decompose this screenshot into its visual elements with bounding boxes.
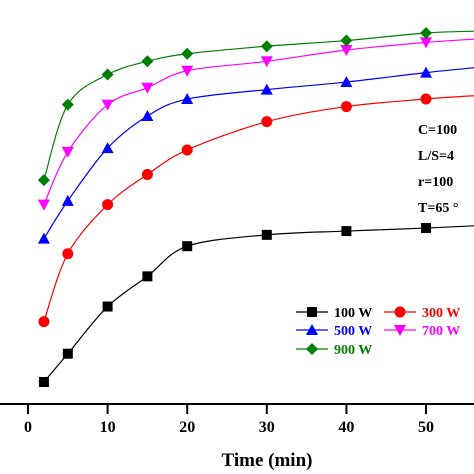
legend-label: 900 W <box>334 343 372 358</box>
data-point <box>181 47 194 60</box>
legend-marker <box>394 325 406 336</box>
data-point <box>61 98 74 111</box>
annotation-line: L/S=4 <box>418 149 454 164</box>
data-point <box>102 301 113 312</box>
data-point <box>181 93 194 105</box>
data-point <box>260 56 273 68</box>
series-line <box>43 38 474 205</box>
data-point <box>61 146 74 158</box>
data-point <box>38 377 49 387</box>
data-point <box>340 76 353 88</box>
data-point <box>340 44 353 56</box>
data-point <box>182 241 193 252</box>
data-point <box>420 93 432 105</box>
data-point <box>101 68 114 81</box>
data-point <box>141 55 154 68</box>
legend-sample <box>384 306 416 318</box>
x-axis-ticks: 0 10 20 30 40 50 <box>24 404 434 436</box>
x-tick-label: 50 <box>418 419 434 436</box>
data-point <box>420 37 432 49</box>
legend-sample <box>296 343 328 355</box>
data-point <box>38 316 50 328</box>
legend-label: 300 W <box>422 306 460 321</box>
data-point <box>181 65 194 77</box>
annotation-box: C=100 L/S=4 r=100 T=65 ° <box>418 123 458 216</box>
x-tick-label: 40 <box>338 419 354 436</box>
legend-sample <box>384 325 416 336</box>
annotation-line: C=100 <box>418 123 457 138</box>
legend-label: 500 W <box>334 324 372 339</box>
legend-sample <box>296 307 328 317</box>
data-point <box>420 66 432 78</box>
legend-marker <box>394 306 406 318</box>
legend-marker <box>307 307 317 317</box>
data-point <box>340 34 353 47</box>
data-point <box>102 199 114 211</box>
data-point <box>261 229 272 240</box>
legend-marker <box>306 324 318 335</box>
annotation-line: T=65 ° <box>418 201 458 216</box>
data-point <box>141 82 154 94</box>
data-point <box>37 199 50 211</box>
data-point <box>37 232 50 244</box>
data-point <box>101 142 114 154</box>
data-point <box>340 101 352 113</box>
data-point <box>261 116 273 128</box>
data-point <box>141 168 153 180</box>
data-point <box>61 194 74 206</box>
data-point <box>142 271 153 282</box>
x-tick-label: 30 <box>259 419 275 436</box>
x-tick-label: 10 <box>100 419 116 436</box>
data-point <box>62 348 73 359</box>
annotation-line: r=100 <box>418 175 453 190</box>
data-point <box>141 110 154 122</box>
x-tick-label: 0 <box>24 419 32 436</box>
legend-sample <box>296 324 328 335</box>
plot-area: 0 10 20 30 40 50 <box>0 27 474 436</box>
legend-label: 100 W <box>334 306 372 321</box>
data-point <box>37 174 50 187</box>
legend-marker <box>306 343 318 355</box>
legend-label: 700 W <box>422 324 460 339</box>
data-point <box>181 144 193 156</box>
data-point <box>260 83 273 95</box>
x-tick-label: 20 <box>179 419 195 436</box>
x-axis-title: Time (min) <box>222 450 313 471</box>
data-point <box>420 27 432 39</box>
legend: 100 W 300 W 500 W 700 W 900 W <box>296 306 460 358</box>
series-line <box>43 95 474 322</box>
data-point <box>62 248 74 260</box>
series-markers <box>37 27 432 387</box>
data-point <box>260 40 273 53</box>
data-point <box>341 226 352 237</box>
data-point <box>101 99 114 111</box>
data-point <box>421 223 431 234</box>
